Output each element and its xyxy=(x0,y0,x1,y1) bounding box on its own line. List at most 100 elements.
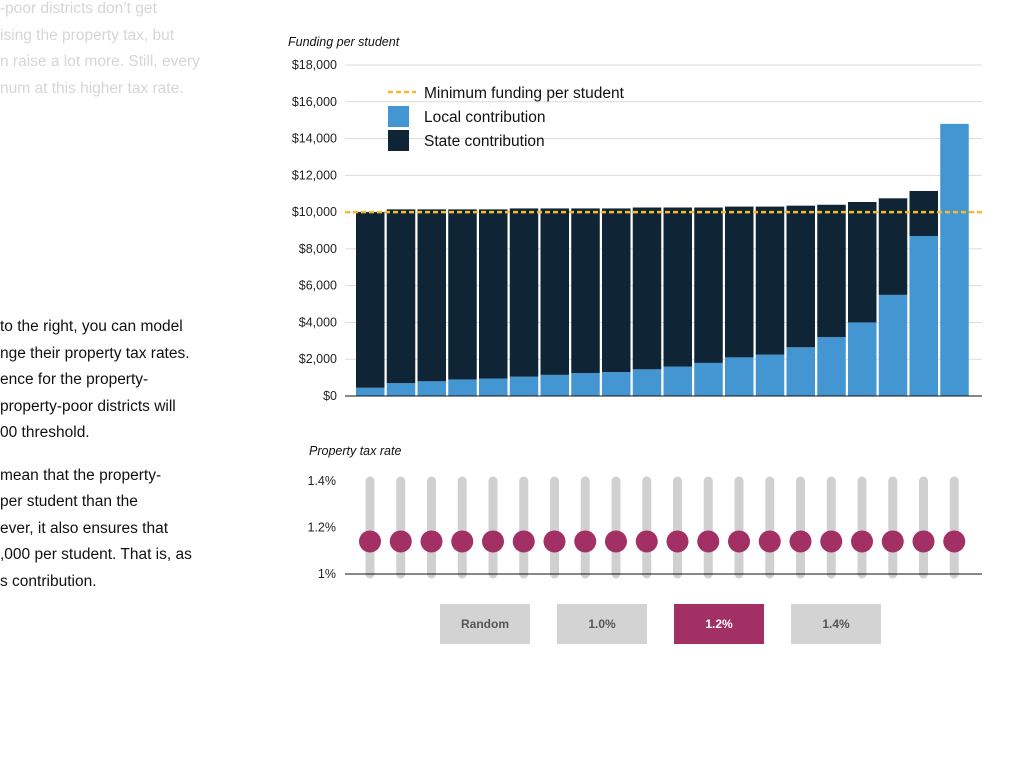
bar-state xyxy=(694,207,723,363)
body-line: property-poor districts will xyxy=(0,397,176,415)
tax-rate-slider-handle[interactable] xyxy=(943,530,966,553)
y-tick-label: $2,000 xyxy=(299,352,337,366)
intro-line: n raise a lot more. Still, every xyxy=(0,53,200,70)
slider-y-tick-label: 1.4% xyxy=(308,474,337,488)
y-tick-label: $16,000 xyxy=(292,95,337,109)
body-line: nge their property tax rates. xyxy=(0,344,190,362)
y-tick-label: $0 xyxy=(323,389,337,403)
tax-rate-slider-handle[interactable] xyxy=(451,530,474,553)
bar-state xyxy=(909,190,938,237)
bar-state xyxy=(509,208,539,377)
bar-state xyxy=(356,212,385,388)
tax-rate-slider-handle[interactable] xyxy=(420,530,443,553)
tax-rate-slider-handle[interactable] xyxy=(728,530,750,553)
body-text: to the right, you can model nge their pr… xyxy=(0,314,230,595)
bar-state xyxy=(602,208,631,373)
bar-local xyxy=(356,387,385,396)
bar-local xyxy=(755,354,785,396)
intro-line: ising the property tax, but xyxy=(0,26,175,44)
y-tick-label: $10,000 xyxy=(292,205,337,219)
bar-state xyxy=(479,209,508,379)
slider-chart-title: Property tax rate xyxy=(309,444,401,458)
bar-state xyxy=(725,206,754,358)
tax-rate-slider-handle[interactable] xyxy=(482,530,504,553)
tax-rate-slider-handle[interactable] xyxy=(820,530,843,553)
bar-state xyxy=(417,209,446,382)
body-line: to the right, you can model xyxy=(0,318,183,335)
bar-local xyxy=(602,372,631,396)
bar-local xyxy=(878,294,908,396)
body-line: ever, it also ensures that xyxy=(0,519,169,537)
bar-state xyxy=(540,208,569,375)
tax-rate-slider-handle[interactable] xyxy=(697,530,720,553)
funding-chart: Funding per student $0 $2,000 $4,000 $6,000 $… xyxy=(288,35,982,581)
y-tick-label: $18,000 xyxy=(292,58,337,72)
rate-1-2-button[interactable]: 1.2% xyxy=(674,604,764,644)
bar-state xyxy=(848,201,877,323)
bar-state xyxy=(786,205,815,348)
intro-line: -poor districts don’t get xyxy=(0,0,157,17)
bar-state xyxy=(386,209,416,384)
bar-local xyxy=(448,379,477,396)
legend-swatch-state xyxy=(388,130,409,151)
intro-text: -poor districts don’t get ising the prop… xyxy=(0,0,230,102)
rate-1-0-button[interactable]: 1.0% xyxy=(557,604,647,644)
bar-local xyxy=(725,357,754,396)
y-tick-label: $14,000 xyxy=(292,132,337,146)
legend-label-minimum: Minimum funding per student xyxy=(424,85,625,102)
tax-rate-slider-handle[interactable] xyxy=(851,530,873,553)
bar-local xyxy=(632,369,662,396)
tax-rate-slider-handle[interactable] xyxy=(635,530,658,553)
bar-state xyxy=(571,208,600,374)
tax-rate-slider-handle[interactable] xyxy=(789,530,812,553)
rate-1-4-button[interactable]: 1.4% xyxy=(791,604,881,644)
bar-local xyxy=(694,362,723,396)
tax-rate-slider-handle[interactable] xyxy=(543,530,566,553)
bar-state xyxy=(448,209,477,380)
random-button[interactable]: Random xyxy=(440,604,530,644)
tax-rate-slider-handle[interactable] xyxy=(881,530,904,553)
bar-local xyxy=(786,347,815,396)
slider-y-tick-label: 1.2% xyxy=(308,521,337,535)
bar-local xyxy=(848,322,877,396)
body-line: ence for the property- xyxy=(0,371,149,388)
bar-local xyxy=(940,123,969,396)
body-line: ,000 per student. That is, as xyxy=(0,546,192,563)
bar-local xyxy=(540,374,569,396)
bar-state xyxy=(755,206,785,355)
bar-state xyxy=(663,207,692,367)
bar-local xyxy=(479,378,508,396)
legend-swatch-local xyxy=(388,106,409,127)
bar-local xyxy=(909,236,938,396)
bar-local xyxy=(817,337,846,396)
y-tick-label: $4,000 xyxy=(299,315,337,329)
y-tick-label: $8,000 xyxy=(299,242,337,256)
tax-rate-slider-handle[interactable] xyxy=(666,530,689,553)
body-line: s contribution. xyxy=(0,572,97,590)
tax-rate-slider-handle[interactable] xyxy=(912,530,935,553)
legend-label-state: State contribution xyxy=(424,133,545,150)
tax-rate-slider-handle[interactable] xyxy=(574,530,597,553)
body-line: per student than the xyxy=(0,493,138,510)
bar-local xyxy=(509,376,539,396)
bar-local xyxy=(663,366,692,396)
tax-rate-slider-handle[interactable] xyxy=(389,530,412,553)
slider-y-tick-label: 1% xyxy=(318,567,336,581)
legend-label-local: Local contribution xyxy=(424,109,546,126)
chart-title: Funding per student xyxy=(288,35,400,49)
body-line: mean that the property- xyxy=(0,466,162,484)
tax-rate-slider-handle[interactable] xyxy=(758,530,781,553)
bar-local xyxy=(571,373,600,396)
tax-rate-slider-handle[interactable] xyxy=(605,530,627,553)
body-line: 00 threshold. xyxy=(0,424,90,441)
bar-state xyxy=(632,207,662,370)
bar-local xyxy=(417,381,446,396)
bar-state xyxy=(817,204,846,338)
bar-state xyxy=(878,198,908,295)
y-tick-label: $6,000 xyxy=(299,279,337,293)
tax-rate-slider-handle[interactable] xyxy=(512,530,535,553)
y-tick-label: $12,000 xyxy=(292,168,337,182)
intro-line: num at this higher tax rate. xyxy=(0,79,184,97)
tax-rate-slider-handle[interactable] xyxy=(359,530,381,553)
bar-local xyxy=(386,383,416,396)
